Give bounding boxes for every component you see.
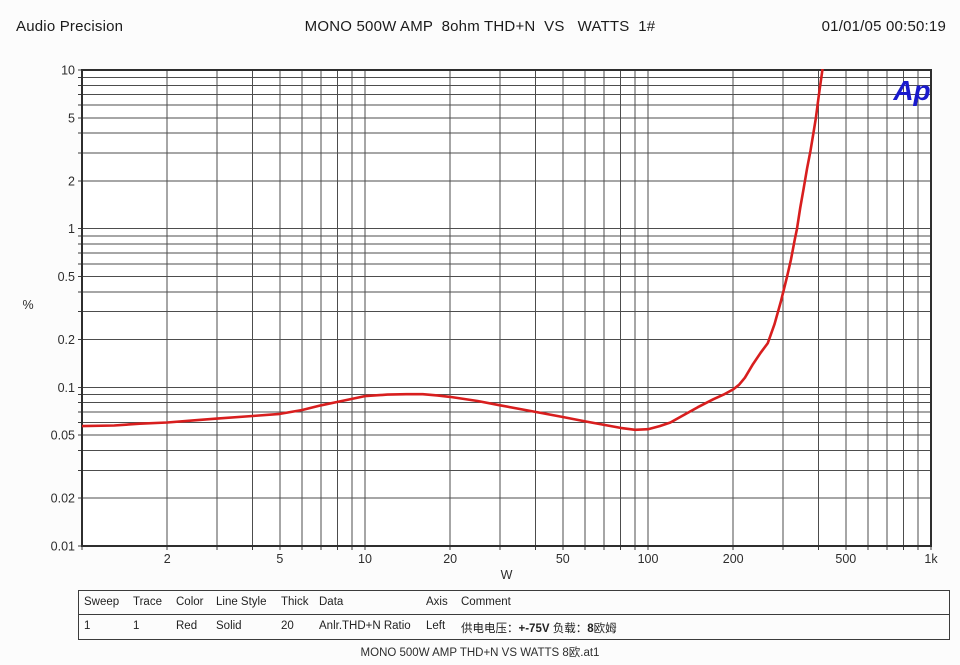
timestamp: 01/01/05 00:50:19 [821, 18, 946, 35]
svg-text:200: 200 [723, 552, 744, 566]
page-title: MONO 500W AMP 8ohm THD+N VS WATTS 1# [304, 18, 656, 35]
y-axis-unit-label: % [22, 298, 33, 312]
svg-text:10: 10 [358, 552, 372, 566]
table-header-divider [79, 614, 949, 615]
svg-text:10: 10 [61, 64, 75, 78]
svg-text:0.2: 0.2 [58, 333, 75, 347]
svg-text:100: 100 [638, 552, 659, 566]
svg-text:0.02: 0.02 [51, 492, 75, 506]
svg-text:2: 2 [68, 174, 75, 188]
svg-text:50: 50 [556, 552, 570, 566]
col-header-trace: Trace [133, 596, 162, 608]
col-header-axis: Axis [426, 596, 448, 608]
x-axis-unit-label: W [501, 568, 513, 582]
svg-text:1: 1 [68, 222, 75, 236]
col-header-data: Data [319, 596, 344, 608]
trace-table: Sweep Trace Color Line Style Thick Data … [78, 590, 950, 640]
comment-fragment: +-75V [518, 623, 550, 635]
grid-lines [81, 69, 932, 547]
col-header-thick: Thick [281, 596, 309, 608]
comment-fragment: 8 [587, 623, 594, 635]
thdn-curve [82, 69, 824, 432]
col-header-color: Color [176, 596, 204, 608]
plot-area [82, 70, 931, 546]
col-header-comment: Comment [461, 596, 511, 608]
x-axis-labels: 2 5 10 20 50 100 200 500 1k [164, 552, 939, 566]
cell-axis: Left [426, 620, 446, 632]
svg-text:5: 5 [276, 552, 283, 566]
cell-line-style: Solid [216, 620, 242, 632]
svg-text:1k: 1k [924, 552, 938, 566]
svg-text:500: 500 [835, 552, 856, 566]
svg-text:0.5: 0.5 [58, 270, 75, 284]
svg-text:0.1: 0.1 [58, 381, 75, 395]
svg-text:20: 20 [443, 552, 457, 566]
col-header-sweep: Sweep [84, 596, 120, 608]
plot-border [81, 69, 932, 547]
svg-text:0.01: 0.01 [51, 540, 75, 554]
cell-color: Red [176, 620, 198, 632]
comment-fragment: 供电电压： [461, 623, 519, 635]
comment-fragment: 负载： [549, 623, 588, 635]
file-caption: MONO 500W AMP THD+N VS WATTS 8欧.at1 [360, 647, 600, 659]
col-header-line-style: Line Style [216, 596, 267, 608]
brand-label: Audio Precision [16, 18, 124, 35]
svg-text:0.05: 0.05 [51, 429, 75, 443]
svg-text:5: 5 [68, 111, 75, 125]
audio-precision-logo-icon: Ap [892, 75, 930, 106]
svg-text:2: 2 [164, 552, 171, 566]
cell-data: Anlr.THD+N Ratio [319, 620, 411, 632]
thdn-vs-watts-chart: 2 5 10 20 50 100 200 500 1k 10 5 2 1 0.5 0.2 0.1 0.05 0.0… [22, 64, 939, 583]
cell-thick: 20 [281, 620, 294, 632]
cell-trace: 1 [133, 620, 140, 632]
comment-fragment: 欧姆 [593, 623, 617, 635]
cell-sweep: 1 [84, 620, 91, 632]
cell-comment: 供电电压：+-75V 负载：8欧姆 [461, 620, 617, 636]
y-axis-labels: 10 5 2 1 0.5 0.2 0.1 0.05 0.02 0.01 [51, 64, 75, 554]
